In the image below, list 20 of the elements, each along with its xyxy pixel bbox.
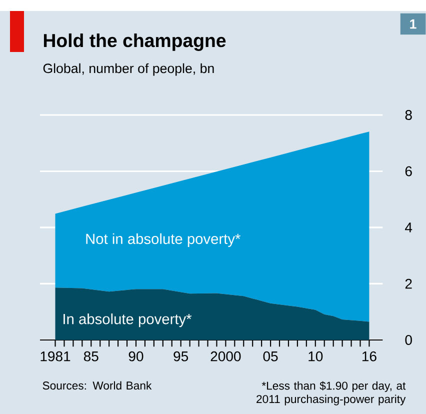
y-tick-label: 8	[405, 110, 412, 120]
x-tick-label: 95	[174, 351, 188, 362]
x-tick-label: 16	[362, 351, 376, 362]
y-tick-label: 0	[405, 335, 412, 345]
chart-subtitle: Global, number of people, bn	[43, 63, 214, 76]
y-tick-label: 2	[405, 278, 412, 289]
x-tick-label: 10	[308, 351, 323, 362]
text: 1	[410, 19, 416, 29]
x-tick-label: 85	[84, 351, 98, 362]
x-tick-label: 2000	[210, 351, 241, 362]
x-tick-label: 05	[263, 351, 278, 362]
text: *Less than $1.90 per day, at 2011 purchasing-power parity	[256, 381, 406, 406]
series-label: In absolute poverty*	[64, 313, 192, 328]
series-label: Not in absolute poverty*	[86, 233, 240, 247]
x-tick-label: 1981	[40, 351, 70, 362]
source-note: Sources: World Bank	[42, 381, 152, 390]
x-tick-label: 90	[128, 351, 144, 362]
y-tick-label: 4	[405, 222, 412, 232]
chart-title: Hold the champagne	[44, 33, 226, 51]
y-tick-label: 6	[405, 166, 412, 176]
